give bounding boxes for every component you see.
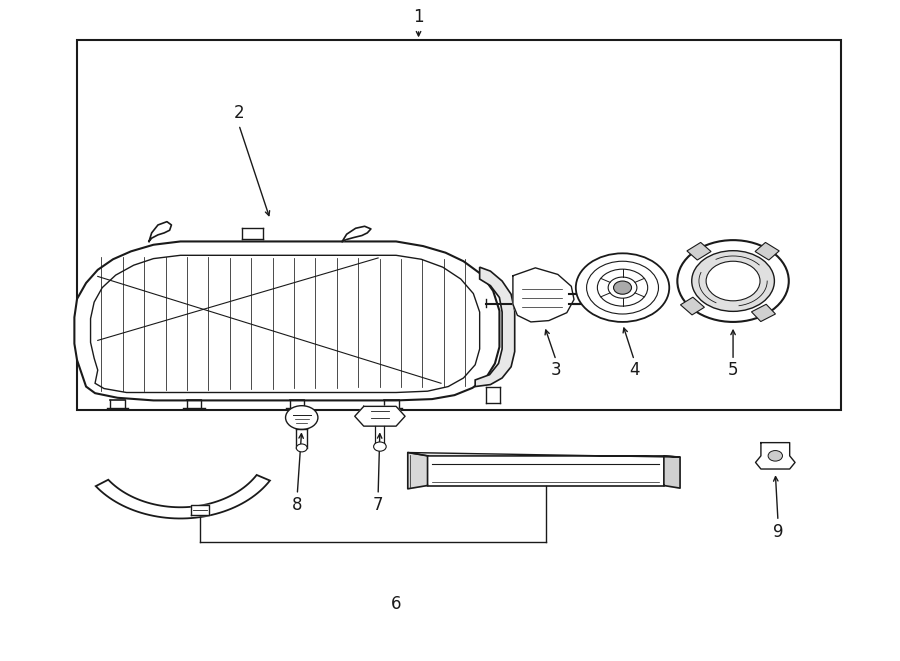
Circle shape bbox=[706, 261, 760, 301]
Polygon shape bbox=[408, 453, 680, 457]
Polygon shape bbox=[752, 304, 776, 321]
Text: 1: 1 bbox=[413, 8, 424, 26]
Bar bbox=[77, 40, 841, 410]
Circle shape bbox=[614, 281, 632, 294]
Text: 9: 9 bbox=[773, 523, 783, 541]
Text: 3: 3 bbox=[551, 361, 562, 379]
Text: 6: 6 bbox=[391, 596, 401, 613]
Polygon shape bbox=[755, 243, 779, 260]
Circle shape bbox=[374, 442, 386, 451]
Circle shape bbox=[692, 251, 774, 311]
Text: 4: 4 bbox=[629, 361, 640, 379]
Polygon shape bbox=[428, 456, 664, 486]
Circle shape bbox=[576, 253, 670, 322]
Polygon shape bbox=[475, 267, 515, 387]
Polygon shape bbox=[191, 505, 209, 515]
Polygon shape bbox=[513, 268, 574, 322]
Polygon shape bbox=[755, 443, 795, 469]
Polygon shape bbox=[342, 226, 371, 241]
Circle shape bbox=[285, 406, 318, 430]
Circle shape bbox=[678, 240, 788, 322]
Circle shape bbox=[296, 444, 307, 452]
Text: 2: 2 bbox=[233, 104, 244, 122]
Polygon shape bbox=[149, 221, 171, 241]
Polygon shape bbox=[75, 241, 500, 401]
Text: 7: 7 bbox=[373, 496, 383, 514]
Polygon shape bbox=[664, 456, 680, 488]
Polygon shape bbox=[355, 407, 405, 426]
Polygon shape bbox=[680, 297, 705, 315]
Polygon shape bbox=[687, 243, 711, 260]
Circle shape bbox=[768, 451, 782, 461]
Polygon shape bbox=[95, 475, 270, 518]
Text: 5: 5 bbox=[728, 361, 738, 379]
Text: 8: 8 bbox=[292, 496, 302, 514]
Polygon shape bbox=[91, 255, 480, 393]
Polygon shape bbox=[408, 453, 427, 488]
